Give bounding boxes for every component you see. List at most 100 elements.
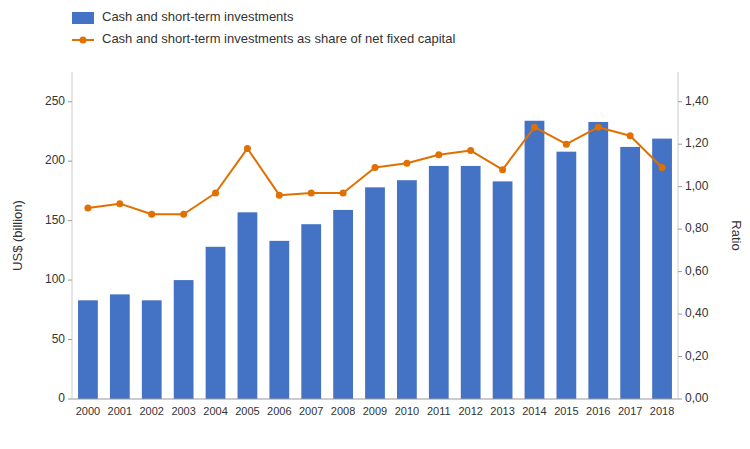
y2-axis-label: Ratio [729, 220, 744, 250]
x-tick-label: 2012 [458, 405, 482, 417]
legend-label: Cash and short-term investments as share… [102, 31, 455, 46]
bar [652, 139, 672, 399]
marker [403, 160, 410, 167]
x-tick-label: 2011 [427, 405, 451, 417]
marker [116, 200, 123, 207]
x-tick-label: 2014 [522, 405, 546, 417]
bar [269, 241, 289, 399]
x-tick-label: 2000 [76, 405, 100, 417]
bar [556, 152, 576, 399]
marker [84, 204, 91, 211]
marker [499, 166, 506, 173]
y-axis-label: US$ (billion) [10, 200, 25, 271]
bar [333, 210, 353, 399]
marker [148, 211, 155, 218]
marker [212, 190, 219, 197]
bar [206, 247, 226, 399]
x-tick-label: 2016 [586, 405, 610, 417]
y-tick-label: 200 [45, 153, 65, 167]
bar [461, 166, 481, 399]
y-tick [68, 280, 72, 281]
x-tick-label: 2009 [363, 405, 387, 417]
y2-tick [678, 229, 682, 230]
x-tick-label: 2017 [618, 405, 642, 417]
x-tick-label: 2013 [490, 405, 514, 417]
y-tick [68, 220, 72, 221]
legend: Cash and short-term investments Cash and … [72, 9, 455, 46]
bar [525, 121, 545, 399]
marker [180, 211, 187, 218]
x-tick-label: 2004 [203, 405, 227, 417]
x-tick-label: 2018 [650, 405, 674, 417]
y-tick-label: 250 [45, 94, 65, 108]
x-tick-label: 2005 [235, 405, 259, 417]
y2-tick [678, 399, 682, 400]
legend-marker [80, 37, 87, 44]
y2-tick [678, 186, 682, 187]
bar [78, 300, 98, 399]
bar [588, 122, 608, 399]
chart: 0 50 100 150 200 250 0,00 0,20 0,40 0,60 0,80 1,00 1… [0, 0, 750, 449]
bar [493, 181, 513, 399]
y2-tick-label: 0,00 [685, 391, 709, 405]
marker [244, 145, 251, 152]
y2-tick [678, 271, 682, 272]
marker [372, 164, 379, 171]
bar [620, 147, 640, 399]
y2-tick-label: 1,40 [685, 94, 709, 108]
x-tick-label: 2006 [267, 405, 291, 417]
legend-item: Cash and short-term investments [72, 9, 294, 24]
legend-label: Cash and short-term investments [102, 9, 294, 24]
y2-tick [678, 144, 682, 145]
x-tick-label: 2007 [299, 405, 323, 417]
y-tick-label: 150 [45, 213, 65, 227]
y2-tick-label: 1,20 [685, 136, 709, 150]
y-tick [68, 339, 72, 340]
y-tick [68, 101, 72, 102]
y-axis-line [72, 72, 73, 399]
bar [365, 187, 385, 399]
marker [531, 124, 538, 131]
legend-item: Cash and short-term investments as share… [72, 31, 455, 46]
x-tick-label: 2002 [139, 405, 163, 417]
y2-tick-label: 0,20 [685, 349, 709, 363]
y2-tick-label: 0,80 [685, 221, 709, 235]
marker [276, 192, 283, 199]
legend-swatch [72, 12, 94, 24]
x-tick-label: 2001 [108, 405, 132, 417]
y2-tick [678, 101, 682, 102]
y2-tick-label: 0,40 [685, 306, 709, 320]
y-tick-label: 50 [52, 332, 66, 346]
y-tick-label: 0 [58, 391, 65, 405]
bar [301, 224, 321, 399]
marker [627, 132, 634, 139]
bar [110, 294, 130, 399]
x-tick-label: 2010 [395, 405, 419, 417]
line [88, 127, 662, 214]
y2-axis-line [678, 72, 679, 399]
marker [659, 164, 666, 171]
bar [397, 180, 417, 399]
marker [340, 190, 347, 197]
y-tick [68, 161, 72, 162]
plot-area [78, 121, 672, 399]
y2-tick-label: 0,60 [685, 264, 709, 278]
bar [142, 300, 162, 399]
bar [174, 280, 194, 399]
marker [467, 147, 474, 154]
bar [238, 212, 258, 399]
x-axis-line [72, 399, 678, 400]
x-tick-label: 2008 [331, 405, 355, 417]
x-tick-label: 2015 [554, 405, 578, 417]
marker [563, 141, 570, 148]
y-tick [68, 399, 72, 400]
marker [308, 190, 315, 197]
bar [429, 166, 449, 399]
y2-tick [678, 356, 682, 357]
x-tick-label: 2003 [171, 405, 195, 417]
marker [435, 151, 442, 158]
y-tick-label: 100 [45, 272, 65, 286]
marker [595, 124, 602, 131]
y2-tick [678, 314, 682, 315]
y2-tick-label: 1,00 [685, 179, 709, 193]
